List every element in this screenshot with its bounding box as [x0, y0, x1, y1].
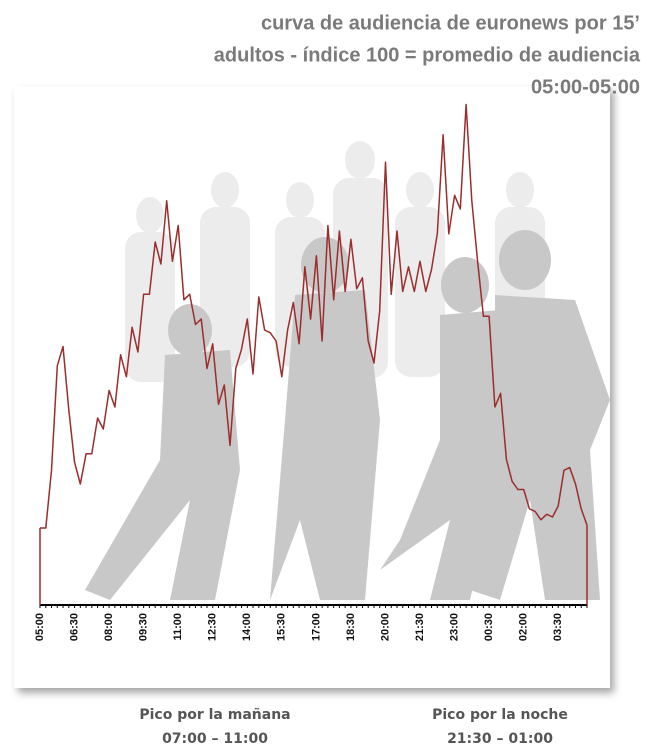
x-tick-label: 11:00	[172, 613, 184, 641]
x-tick-label: 00:30	[483, 613, 495, 641]
x-tick-label: 08:00	[103, 613, 115, 641]
page: curva de audiencia de euronews por 15’ a…	[0, 0, 651, 747]
x-tick-label: 20:00	[379, 613, 391, 641]
x-tick-label: 06:30	[68, 613, 80, 641]
chart-title: adultos - índice 100 = promedio de audie…	[214, 44, 641, 66]
x-tick-label: 15:30	[276, 613, 288, 641]
chart-title: curva de audiencia de euronews por 15’	[261, 12, 640, 34]
x-tick-label: 05:00	[34, 613, 46, 641]
annotation-time: 07:00 – 11:00	[162, 731, 268, 747]
x-tick-label: 09:30	[138, 613, 150, 641]
chart-title: 05:00-05:00	[531, 76, 640, 98]
x-tick-label: 14:00	[241, 613, 253, 641]
chart: curva de audiencia de euronews por 15’ a…	[0, 0, 651, 747]
x-tick-label: 02:00	[518, 613, 530, 641]
x-tick-label: 23:00	[448, 613, 460, 641]
annotation-label: Pico por la mañana	[139, 707, 290, 723]
annotation-time: 21:30 – 01:00	[447, 731, 553, 747]
x-tick-label: 18:30	[345, 613, 357, 641]
x-tick-label: 21:30	[414, 613, 426, 641]
x-tick-label: 03:30	[552, 613, 564, 641]
x-tick-label: 12:30	[207, 613, 219, 641]
x-tick-label: 17:00	[310, 613, 322, 641]
annotation-label: Pico por la noche	[432, 707, 568, 723]
